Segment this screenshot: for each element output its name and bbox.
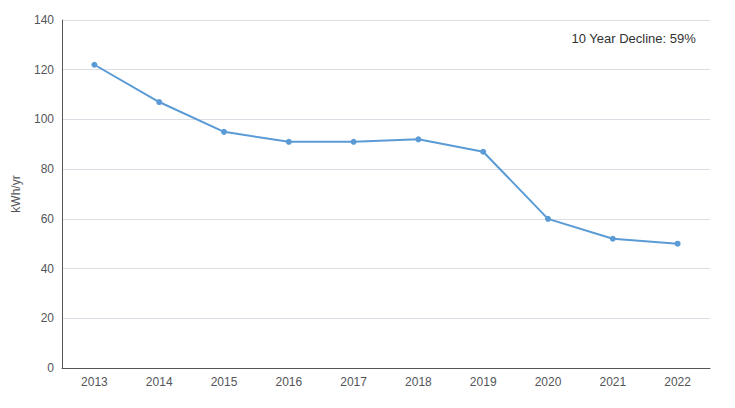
svg-text:2021: 2021 <box>599 375 626 389</box>
svg-text:2015: 2015 <box>211 375 238 389</box>
svg-text:0: 0 <box>47 361 54 375</box>
svg-text:140: 140 <box>34 13 54 27</box>
svg-text:80: 80 <box>41 162 55 176</box>
svg-text:10 Year Decline: 59%: 10 Year Decline: 59% <box>571 31 696 46</box>
svg-text:2018: 2018 <box>405 375 432 389</box>
svg-text:2019: 2019 <box>470 375 497 389</box>
svg-text:2022: 2022 <box>664 375 691 389</box>
svg-text:60: 60 <box>41 212 55 226</box>
svg-text:2017: 2017 <box>340 375 367 389</box>
svg-text:100: 100 <box>34 112 54 126</box>
svg-text:2013: 2013 <box>81 375 108 389</box>
svg-text:2016: 2016 <box>275 375 302 389</box>
svg-text:2020: 2020 <box>535 375 562 389</box>
svg-text:20: 20 <box>41 311 55 325</box>
svg-text:120: 120 <box>34 63 54 77</box>
svg-text:kWh/yr: kWh/yr <box>9 175 23 212</box>
svg-text:40: 40 <box>41 262 55 276</box>
svg-text:2014: 2014 <box>146 375 173 389</box>
